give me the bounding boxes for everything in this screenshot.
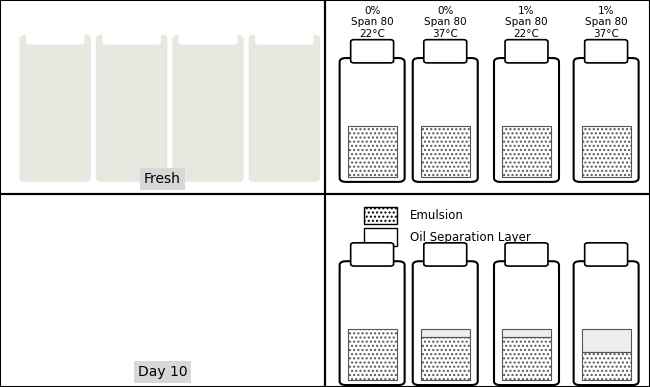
Bar [582,352,630,380]
FancyBboxPatch shape [339,261,404,385]
Bar [502,329,551,337]
FancyBboxPatch shape [413,261,478,385]
FancyBboxPatch shape [172,35,244,182]
Bar [364,207,396,224]
FancyBboxPatch shape [96,35,168,182]
Text: 1%
Span 80
37°C: 1% Span 80 37°C [585,6,627,39]
FancyBboxPatch shape [26,6,84,45]
FancyBboxPatch shape [424,243,467,266]
Bar [421,126,469,177]
FancyBboxPatch shape [424,40,467,63]
FancyBboxPatch shape [585,243,628,266]
Bar [421,329,469,337]
Bar [582,126,630,177]
Bar [348,329,396,380]
Bar [348,126,396,177]
Text: 1%
Span 80
22°C: 1% Span 80 22°C [505,6,548,39]
FancyBboxPatch shape [351,243,393,266]
FancyBboxPatch shape [494,58,559,182]
Bar [364,228,396,246]
Bar [582,329,630,352]
FancyBboxPatch shape [573,58,638,182]
FancyBboxPatch shape [573,261,638,385]
Text: Fresh: Fresh [144,172,181,186]
Bar [502,126,551,177]
FancyBboxPatch shape [505,243,548,266]
FancyBboxPatch shape [494,261,559,385]
FancyBboxPatch shape [351,40,393,63]
Text: Emulsion: Emulsion [410,209,463,222]
FancyBboxPatch shape [505,40,548,63]
FancyBboxPatch shape [20,35,91,182]
FancyBboxPatch shape [413,58,478,182]
FancyBboxPatch shape [585,40,628,63]
Bar [421,337,469,380]
FancyBboxPatch shape [103,6,161,45]
FancyBboxPatch shape [255,6,313,45]
FancyBboxPatch shape [339,58,404,182]
Bar [502,337,551,380]
FancyBboxPatch shape [179,6,237,45]
Text: 0%
Span 80
37°C: 0% Span 80 37°C [424,6,467,39]
FancyBboxPatch shape [248,35,320,182]
Text: Day 10: Day 10 [138,365,187,379]
Text: 0%
Span 80
22°C: 0% Span 80 22°C [351,6,393,39]
Text: Oil Separation Layer: Oil Separation Layer [410,231,530,243]
